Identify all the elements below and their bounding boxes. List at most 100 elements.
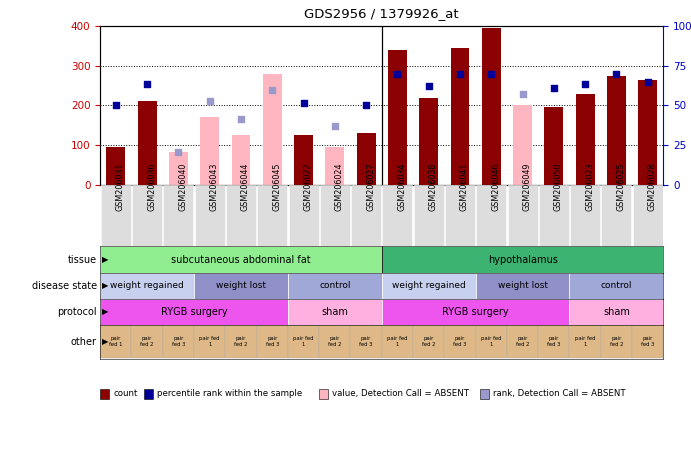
Text: ▶: ▶ xyxy=(102,255,108,264)
Bar xyxy=(357,133,375,185)
Bar xyxy=(569,325,600,358)
Text: GSM206045: GSM206045 xyxy=(272,163,281,211)
Text: GSM206023: GSM206023 xyxy=(585,163,594,211)
Text: protocol: protocol xyxy=(57,307,97,317)
Text: GSM206025: GSM206025 xyxy=(616,163,625,211)
Bar xyxy=(225,325,256,358)
Text: pair
fed 1: pair fed 1 xyxy=(109,337,122,347)
Point xyxy=(423,82,434,90)
Bar xyxy=(576,93,594,185)
Text: pair
fed 2: pair fed 2 xyxy=(515,337,529,347)
Point xyxy=(361,102,372,109)
Point xyxy=(455,70,466,78)
Bar xyxy=(288,273,381,299)
Bar xyxy=(288,325,319,358)
Text: pair fed
1: pair fed 1 xyxy=(293,337,314,347)
Bar xyxy=(569,299,663,325)
Bar xyxy=(381,325,413,358)
Point xyxy=(392,70,403,78)
Bar xyxy=(381,246,663,273)
Text: GSM206044: GSM206044 xyxy=(241,163,250,211)
Bar xyxy=(319,325,350,358)
Bar xyxy=(325,147,344,185)
Bar xyxy=(226,185,256,246)
Text: GSM206034: GSM206034 xyxy=(397,163,406,211)
Bar xyxy=(381,299,569,325)
Bar xyxy=(320,185,350,246)
Bar xyxy=(388,50,407,185)
Text: pair
fed 3: pair fed 3 xyxy=(359,337,373,347)
Text: other: other xyxy=(70,337,97,347)
Bar xyxy=(294,135,313,185)
Bar xyxy=(106,147,125,185)
Bar xyxy=(289,185,319,246)
Bar xyxy=(163,325,194,358)
Point xyxy=(267,86,278,93)
Text: hypothalamus: hypothalamus xyxy=(488,255,558,264)
Bar xyxy=(163,185,193,246)
Text: RYGB surgery: RYGB surgery xyxy=(161,307,227,317)
Text: pair fed
1: pair fed 1 xyxy=(200,337,220,347)
Point xyxy=(517,90,528,97)
Text: pair fed
1: pair fed 1 xyxy=(481,337,502,347)
Text: pair
fed 2: pair fed 2 xyxy=(328,337,341,347)
Bar xyxy=(445,185,475,246)
Text: GSM206050: GSM206050 xyxy=(554,163,563,211)
Text: GSM206024: GSM206024 xyxy=(335,163,344,211)
Text: weight lost: weight lost xyxy=(216,281,266,290)
Bar xyxy=(288,299,381,325)
Text: control: control xyxy=(319,281,350,290)
Bar xyxy=(257,185,287,246)
Text: pair fed
1: pair fed 1 xyxy=(387,337,408,347)
Text: weight lost: weight lost xyxy=(498,281,547,290)
Text: GSM206022: GSM206022 xyxy=(303,163,312,211)
Text: value, Detection Call = ABSENT: value, Detection Call = ABSENT xyxy=(332,390,469,398)
Text: GSM206040: GSM206040 xyxy=(178,163,187,211)
Text: GSM206027: GSM206027 xyxy=(366,163,375,211)
Bar xyxy=(601,185,632,246)
Text: GSM206031: GSM206031 xyxy=(116,163,125,211)
Bar xyxy=(476,185,507,246)
Text: pair fed
1: pair fed 1 xyxy=(575,337,596,347)
Text: pair
fed 2: pair fed 2 xyxy=(140,337,154,347)
Bar xyxy=(414,185,444,246)
Bar xyxy=(638,80,657,185)
Text: GSM206038: GSM206038 xyxy=(428,163,437,211)
Bar xyxy=(100,246,381,273)
Bar xyxy=(451,48,469,185)
Bar xyxy=(475,273,569,299)
Text: GSM206043: GSM206043 xyxy=(209,163,218,211)
Text: GSM206046: GSM206046 xyxy=(491,163,500,211)
Bar xyxy=(569,273,663,299)
Point xyxy=(486,70,497,78)
Text: pair
fed 3: pair fed 3 xyxy=(453,337,466,347)
Text: weight regained: weight regained xyxy=(111,281,184,290)
Text: pair
fed 3: pair fed 3 xyxy=(265,337,279,347)
Text: pair
fed 3: pair fed 3 xyxy=(172,337,185,347)
Bar xyxy=(507,325,538,358)
Bar xyxy=(200,117,219,185)
Bar xyxy=(263,74,282,185)
Bar xyxy=(169,152,188,185)
Bar xyxy=(138,101,156,185)
Text: pair
fed 2: pair fed 2 xyxy=(609,337,623,347)
Bar xyxy=(600,325,632,358)
Text: count: count xyxy=(113,390,138,398)
Bar xyxy=(633,185,663,246)
Text: rank, Detection Call = ABSENT: rank, Detection Call = ABSENT xyxy=(493,390,625,398)
Bar xyxy=(381,273,475,299)
Text: pair
fed 3: pair fed 3 xyxy=(641,337,654,347)
Bar xyxy=(419,98,438,185)
Point xyxy=(642,78,653,85)
Bar xyxy=(101,185,131,246)
Point xyxy=(611,70,622,78)
Bar xyxy=(195,185,225,246)
Text: ▶: ▶ xyxy=(102,307,108,316)
Bar xyxy=(444,325,475,358)
Bar xyxy=(413,325,444,358)
Text: weight regained: weight regained xyxy=(392,281,466,290)
Text: GSM206036: GSM206036 xyxy=(147,163,156,211)
Point xyxy=(142,80,153,87)
Bar xyxy=(351,185,381,246)
Text: pair
fed 3: pair fed 3 xyxy=(547,337,560,347)
